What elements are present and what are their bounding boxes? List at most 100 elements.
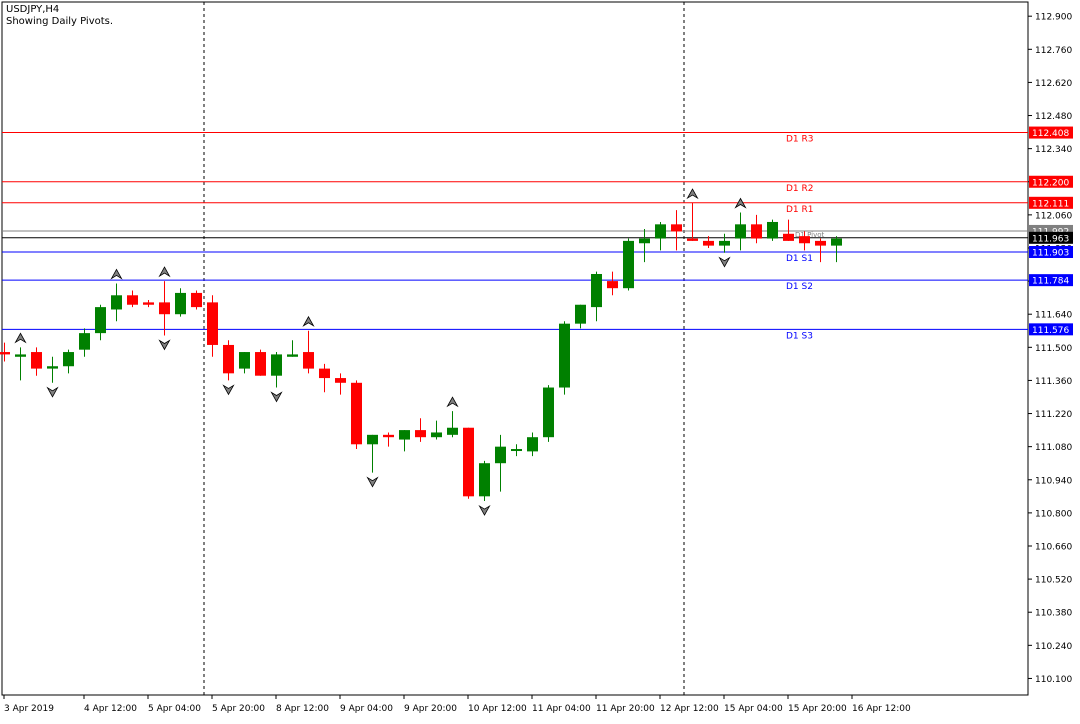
fractal-up-7 bbox=[110, 268, 123, 280]
pivot-price-box-4 bbox=[1029, 246, 1073, 259]
x-tick-label-4: 8 Apr 12:00 bbox=[276, 704, 329, 714]
fractal-up-19 bbox=[302, 315, 315, 327]
candle-body-29 bbox=[463, 427, 474, 497]
candle-body-5 bbox=[79, 333, 90, 350]
y-tick-label-2: 112.620 bbox=[1035, 79, 1072, 89]
candle-body-20 bbox=[319, 368, 330, 379]
candle-body-35 bbox=[559, 323, 570, 388]
candle-body-0 bbox=[0, 352, 10, 355]
candle-body-18 bbox=[287, 354, 298, 357]
candle-body-19 bbox=[303, 352, 314, 369]
pivot-price-box-5 bbox=[1029, 274, 1073, 287]
candle-body-17 bbox=[271, 354, 282, 376]
pivot-name-6: D1 S3 bbox=[786, 331, 813, 341]
fractal-down-14 bbox=[222, 384, 235, 396]
pivot-price-box-2 bbox=[1029, 196, 1073, 209]
indicator-subtitle: Showing Daily Pivots. bbox=[6, 16, 114, 27]
candle-body-16 bbox=[255, 352, 266, 376]
y-tick-label-17: 110.520 bbox=[1035, 576, 1072, 586]
candle-body-11 bbox=[175, 292, 186, 315]
pivot-name-3: D1 Pivot bbox=[795, 231, 825, 239]
y-tick-label-13: 111.080 bbox=[1035, 443, 1072, 453]
x-tick-label-11: 15 Apr 04:00 bbox=[724, 704, 783, 714]
candle-body-6 bbox=[95, 307, 106, 334]
candle-body-37 bbox=[591, 273, 602, 308]
candle-body-44 bbox=[703, 240, 714, 246]
fractal-down-3 bbox=[46, 386, 59, 398]
pivot-price-label-0: 112.408 bbox=[1032, 129, 1069, 139]
y-tick-label-14: 110.940 bbox=[1035, 476, 1072, 486]
candle-body-28 bbox=[447, 427, 458, 435]
pivot-price-box-6 bbox=[1029, 323, 1073, 336]
x-tick-label-7: 10 Apr 12:00 bbox=[468, 704, 527, 714]
candle-body-42 bbox=[671, 224, 682, 232]
fractal-down-10 bbox=[158, 339, 171, 351]
pivot-price-label-6: 111.576 bbox=[1032, 326, 1069, 336]
fractal-up-1 bbox=[14, 332, 27, 344]
candle-body-49 bbox=[783, 233, 794, 241]
pivot-price-label-5: 111.784 bbox=[1032, 277, 1069, 287]
y-tick-label-16: 110.660 bbox=[1035, 542, 1072, 552]
candle-body-45 bbox=[719, 240, 730, 246]
candle-body-23 bbox=[367, 434, 378, 445]
y-tick-label-19: 110.240 bbox=[1035, 642, 1072, 652]
y-tick-label-11: 111.360 bbox=[1035, 377, 1072, 387]
current-price-box bbox=[1029, 231, 1073, 244]
candle-body-15 bbox=[239, 352, 250, 369]
x-tick-label-10: 12 Apr 12:00 bbox=[660, 704, 719, 714]
pivot-price-label-4: 111.903 bbox=[1032, 249, 1069, 259]
pivot-name-0: D1 R3 bbox=[786, 135, 814, 145]
candle-body-39 bbox=[623, 240, 634, 289]
fractal-up-43 bbox=[686, 188, 699, 200]
pivot-name-5: D1 S2 bbox=[786, 282, 813, 292]
candle-body-41 bbox=[655, 224, 666, 239]
candle-body-50 bbox=[799, 236, 810, 244]
candle-body-40 bbox=[639, 238, 650, 244]
fractal-down-45 bbox=[718, 256, 731, 268]
symbol-title: USDJPY,H4 bbox=[6, 4, 60, 15]
candle-body-26 bbox=[415, 430, 426, 438]
x-tick-label-12: 15 Apr 20:00 bbox=[788, 704, 847, 714]
fractal-up-46 bbox=[734, 197, 747, 209]
candle-body-21 bbox=[335, 378, 346, 383]
candle-body-38 bbox=[607, 281, 618, 289]
candle-body-30 bbox=[479, 463, 490, 497]
candle-body-3 bbox=[47, 366, 58, 369]
x-tick-label-6: 9 Apr 20:00 bbox=[404, 704, 457, 714]
candle-body-7 bbox=[111, 295, 122, 310]
candle-body-13 bbox=[207, 302, 218, 345]
y-tick-label-4: 112.340 bbox=[1035, 145, 1072, 155]
x-tick-label-0: 3 Apr 2019 bbox=[4, 704, 54, 714]
candle-body-43 bbox=[687, 238, 698, 241]
fractal-down-30 bbox=[478, 504, 491, 516]
candle-body-32 bbox=[511, 449, 522, 452]
x-tick-label-3: 5 Apr 20:00 bbox=[212, 704, 265, 714]
x-tick-label-2: 5 Apr 04:00 bbox=[148, 704, 201, 714]
pivot-price-box-0 bbox=[1029, 126, 1073, 139]
candle-body-34 bbox=[543, 387, 554, 438]
candle-body-47 bbox=[751, 224, 762, 239]
pivot-price-box-1 bbox=[1029, 175, 1073, 188]
y-tick-label-3: 112.480 bbox=[1035, 112, 1072, 122]
candle-body-14 bbox=[223, 344, 234, 374]
fractal-down-23 bbox=[366, 476, 379, 488]
x-tick-label-8: 11 Apr 04:00 bbox=[532, 704, 591, 714]
candle-body-36 bbox=[575, 304, 586, 324]
pivot-price-label-2: 112.111 bbox=[1032, 199, 1069, 209]
y-tick-label-20: 110.100 bbox=[1035, 675, 1072, 685]
candle-body-1 bbox=[15, 354, 26, 357]
x-tick-label-13: 16 Apr 12:00 bbox=[852, 704, 911, 714]
y-tick-label-9: 111.640 bbox=[1035, 311, 1072, 321]
x-tick-label-1: 4 Apr 12:00 bbox=[84, 704, 137, 714]
plot-frame bbox=[1, 1, 1029, 696]
fractal-up-10 bbox=[158, 266, 171, 278]
candle-body-4 bbox=[63, 352, 74, 367]
candle-body-52 bbox=[831, 238, 842, 246]
x-tick-label-5: 9 Apr 04:00 bbox=[340, 704, 393, 714]
y-tick-label-12: 111.220 bbox=[1035, 410, 1072, 420]
x-tick-label-9: 11 Apr 20:00 bbox=[596, 704, 655, 714]
candle-body-25 bbox=[399, 430, 410, 440]
y-tick-label-18: 110.380 bbox=[1035, 609, 1072, 619]
